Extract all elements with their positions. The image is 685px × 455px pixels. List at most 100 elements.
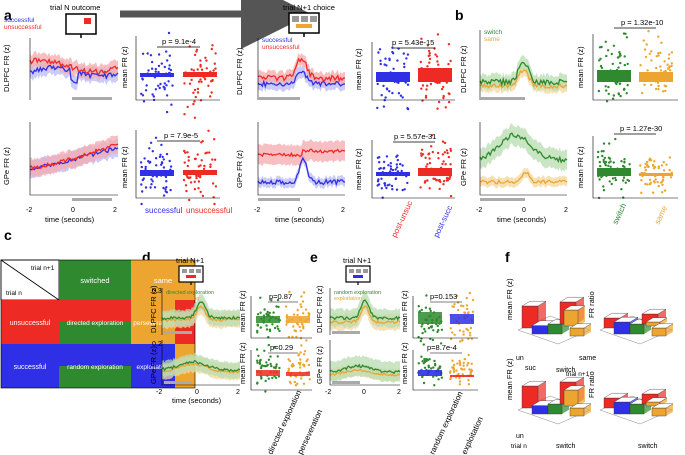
a-time-xlabel: time (seconds): [45, 215, 95, 224]
scatter-point: [612, 44, 616, 47]
bar-3d-face: [584, 403, 591, 416]
scatter-point: [659, 51, 662, 55]
scatter-point: [211, 44, 214, 47]
scatter-point: [447, 100, 451, 104]
scatter-point: [205, 67, 208, 70]
scatter-point: [265, 361, 268, 364]
tick: 0: [362, 389, 366, 396]
scatter-point: [165, 180, 168, 183]
a-gpe-choice-plot: [257, 122, 346, 201]
scatter-point: [619, 94, 622, 98]
tick: 0: [298, 207, 302, 214]
scatter-point: [426, 84, 429, 87]
monitor-icon-e: [345, 265, 371, 285]
scatter-point: [405, 57, 408, 60]
scatter-point: [449, 163, 452, 166]
scatter-point: [646, 160, 649, 164]
scatter-point: [305, 360, 308, 363]
scatter-point: [200, 80, 203, 84]
band-unsuccessful: [258, 52, 345, 87]
scatter-point: [654, 178, 657, 181]
scatter-point: [168, 54, 171, 57]
scatter-point: [378, 161, 381, 164]
scatter-point: [425, 165, 428, 168]
legend-a2-successful: successful: [262, 37, 293, 44]
corner-diagonal: [0, 259, 60, 301]
scatter-point: [421, 153, 425, 156]
time-window-bar: [72, 97, 112, 100]
scatter-point: [604, 164, 607, 167]
line-successful: [257, 70, 346, 89]
scatter-point: [400, 169, 403, 173]
scatter-point: [171, 84, 174, 87]
scatter-point: [259, 296, 262, 299]
scatter-point: [458, 361, 462, 365]
scatter-point: [391, 46, 394, 49]
axes-frame: [161, 340, 240, 386]
scatter-point: [624, 181, 627, 184]
monitor-icon-choice: [288, 12, 320, 37]
panel-label-b: b: [455, 7, 464, 23]
bar-3d-face: [603, 393, 629, 399]
scatter-point: [603, 156, 607, 160]
scatter-point: [434, 364, 437, 367]
scatter-point: [151, 180, 154, 183]
scatter-point: [451, 331, 454, 334]
scatter-point: [623, 55, 626, 58]
bar-3d-face: [578, 305, 585, 326]
line-random: [329, 363, 401, 375]
scatter-point: [467, 353, 470, 357]
row-successful: [1, 344, 59, 388]
scatter-point: [163, 65, 166, 69]
scatter-point: [663, 60, 666, 63]
scatter-point: [438, 367, 441, 370]
f-ylabel-mean-1: mean FR (z): [505, 278, 514, 320]
scatter-point: [458, 359, 461, 363]
scatter-point: [139, 161, 143, 164]
scatter-point: [669, 69, 672, 72]
tick: 2: [397, 389, 401, 396]
scatter-point: [193, 180, 196, 183]
scatter-point: [449, 149, 453, 152]
scatter-point: [256, 381, 259, 384]
scatter-point: [420, 148, 424, 151]
scatter-point: [445, 177, 449, 180]
scatter-point: [653, 181, 656, 184]
scatter-point: [302, 327, 305, 330]
scatter-point: [459, 340, 462, 343]
row-unsuccessful: [1, 300, 59, 344]
f-ratio-label-1: 0.86: [634, 348, 647, 355]
scatter-point: [640, 191, 643, 194]
scatter-point: [420, 37, 423, 40]
legend-d-perseveration: perseveration: [166, 296, 199, 302]
scatter-point: [604, 160, 608, 164]
scatter-point: [449, 59, 452, 63]
scatter-point: [196, 87, 200, 91]
ylabel: mean FR (z): [120, 46, 129, 88]
scatter-point: [612, 161, 615, 164]
scatter-point: [264, 390, 267, 393]
cell-random-exploration: random exploration: [67, 364, 123, 371]
scatter-point: [617, 93, 621, 96]
scatter-point: [653, 160, 656, 163]
scatter-point: [269, 362, 272, 366]
scatter-point: [401, 188, 404, 192]
scatter-point: [269, 355, 272, 358]
scatter-point: [300, 377, 303, 380]
scatter-point: [140, 202, 143, 206]
bar-random: [418, 312, 442, 324]
scatter-point: [383, 166, 386, 170]
ylabel: mean FR (z): [400, 342, 409, 384]
scatter-point: [648, 52, 651, 55]
scatter-point: [379, 167, 382, 170]
scatter-point: [419, 60, 422, 64]
scatter-point: [611, 97, 615, 100]
scatter-point: [290, 364, 293, 367]
scatter-point: [292, 364, 295, 367]
scatter-point: [391, 168, 395, 172]
scatter-point: [209, 163, 212, 166]
bar-3d-face: [629, 323, 645, 335]
scatter-point: [265, 328, 269, 331]
scatter-point: [147, 69, 150, 72]
scatter-point: [193, 116, 197, 120]
